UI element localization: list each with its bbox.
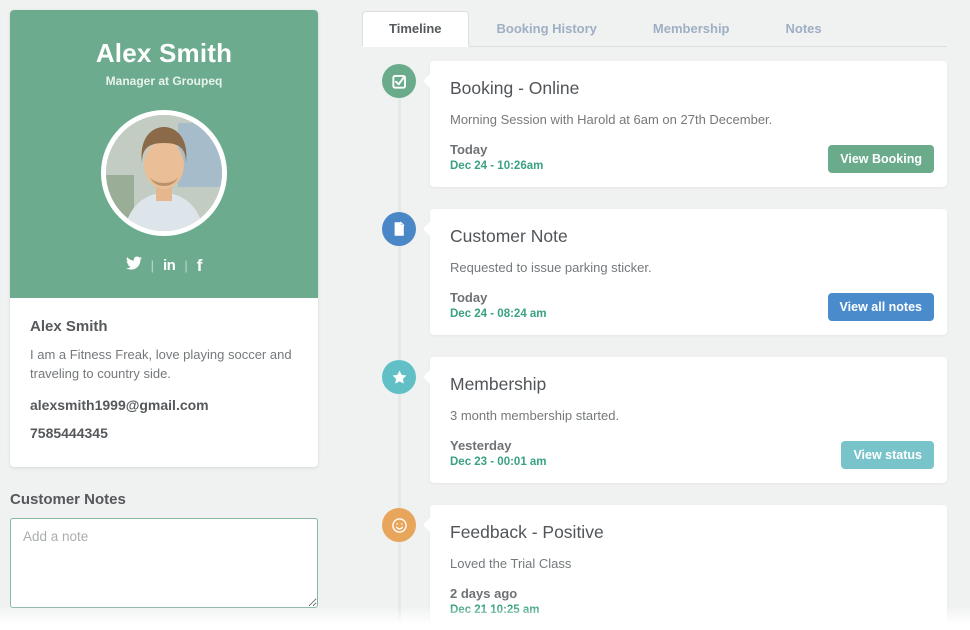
- timeline-entry-membership: Membership 3 month membership started. Y…: [382, 357, 947, 483]
- entry-description: 3 month membership started.: [450, 408, 620, 423]
- tab-membership[interactable]: Membership: [652, 21, 730, 36]
- view-booking-button[interactable]: View Booking: [828, 145, 934, 173]
- timeline-card: Membership 3 month membership started. Y…: [423, 357, 947, 483]
- info-email: alexsmith1999@gmail.com: [30, 396, 209, 413]
- entry-meta: Yesterday Dec 23 - 00:01 am: [450, 438, 927, 468]
- entry-meta: Today Dec 24 - 08:24 am: [450, 290, 927, 320]
- entry-description: Loved the Trial Class: [450, 556, 572, 571]
- checkbox-icon: [382, 64, 416, 98]
- entry-relative-time: Today: [450, 142, 488, 157]
- profile-header: Alex Smith Manager at Groupeq: [10, 10, 318, 298]
- smiley-icon: [382, 508, 416, 542]
- timeline-entry-feedback: Feedback - Positive Loved the Trial Clas…: [382, 505, 947, 630]
- left-column: Alex Smith Manager at Groupeq: [10, 10, 318, 630]
- facebook-icon[interactable]: f: [196, 255, 203, 275]
- timeline-card: Feedback - Positive Loved the Trial Clas…: [423, 505, 947, 630]
- avatar: [101, 110, 227, 236]
- view-all-notes-button[interactable]: View all notes: [827, 293, 934, 321]
- note-input[interactable]: [10, 517, 318, 608]
- profile-name: Alex Smith: [95, 38, 233, 68]
- social-links: | in | f: [10, 256, 318, 274]
- tab-booking-history[interactable]: Booking History: [496, 21, 597, 36]
- entry-title: Customer Note: [450, 226, 568, 246]
- entry-title: Feedback - Positive: [450, 522, 604, 542]
- entry-meta: 2 days ago Dec 21 10:25 am: [450, 586, 927, 616]
- entry-datetime: Dec 21 10:25 am: [450, 604, 540, 616]
- entry-title: Booking - Online: [450, 78, 580, 98]
- note-icon: [382, 212, 416, 246]
- add-note-row: Add Note: [10, 624, 318, 630]
- add-note-button[interactable]: Add Note: [230, 624, 318, 630]
- social-separator: |: [184, 257, 188, 273]
- star-icon: [382, 360, 416, 394]
- entry-datetime: Dec 24 - 08:24 am: [450, 308, 547, 320]
- timeline-card: Customer Note Requested to issue parking…: [423, 209, 947, 335]
- profile-info-section: Alex Smith I am a Fitness Freak, love pl…: [10, 298, 318, 467]
- entry-relative-time: Today: [450, 290, 488, 305]
- entry-datetime: Dec 23 - 00:01 am: [450, 456, 547, 468]
- entry-relative-time: 2 days ago: [450, 586, 518, 601]
- timeline-line: [398, 83, 401, 630]
- entry-title: Membership: [450, 374, 547, 394]
- profile-card: Alex Smith Manager at Groupeq: [10, 10, 318, 467]
- twitter-icon[interactable]: [125, 256, 142, 274]
- entry-description: Morning Session with Harold at 6am on 27…: [450, 112, 773, 127]
- entry-meta: Today Dec 24 - 10:26am: [450, 142, 927, 172]
- social-separator: |: [150, 257, 154, 273]
- timeline-card: Booking - Online Morning Session with Ha…: [423, 61, 947, 187]
- tab-timeline[interactable]: Timeline: [362, 11, 469, 47]
- entry-relative-time: Yesterday: [450, 438, 512, 453]
- customer-notes-section: Customer Notes Add Note: [10, 491, 318, 630]
- right-column: Timeline Booking History Membership Note…: [362, 11, 947, 630]
- timeline-entry-note: Customer Note Requested to issue parking…: [382, 209, 947, 335]
- info-name: Alex Smith: [30, 318, 108, 335]
- entry-datetime: Dec 24 - 10:26am: [450, 160, 544, 172]
- timeline: Booking - Online Morning Session with Ha…: [362, 61, 947, 630]
- view-status-button[interactable]: View status: [841, 441, 934, 469]
- info-phone: 7585444345: [30, 424, 108, 441]
- tab-notes[interactable]: Notes: [785, 21, 822, 36]
- tab-bar: Timeline Booking History Membership Note…: [362, 11, 947, 47]
- linkedin-icon[interactable]: in: [162, 256, 176, 274]
- info-bio: I am a Fitness Freak, love playing socce…: [30, 347, 292, 381]
- timeline-entry-booking: Booking - Online Morning Session with Ha…: [382, 61, 947, 187]
- customer-notes-heading: Customer Notes: [10, 490, 126, 508]
- entry-description: Requested to issue parking sticker.: [450, 260, 652, 275]
- profile-role: Manager at Groupeq: [105, 74, 223, 88]
